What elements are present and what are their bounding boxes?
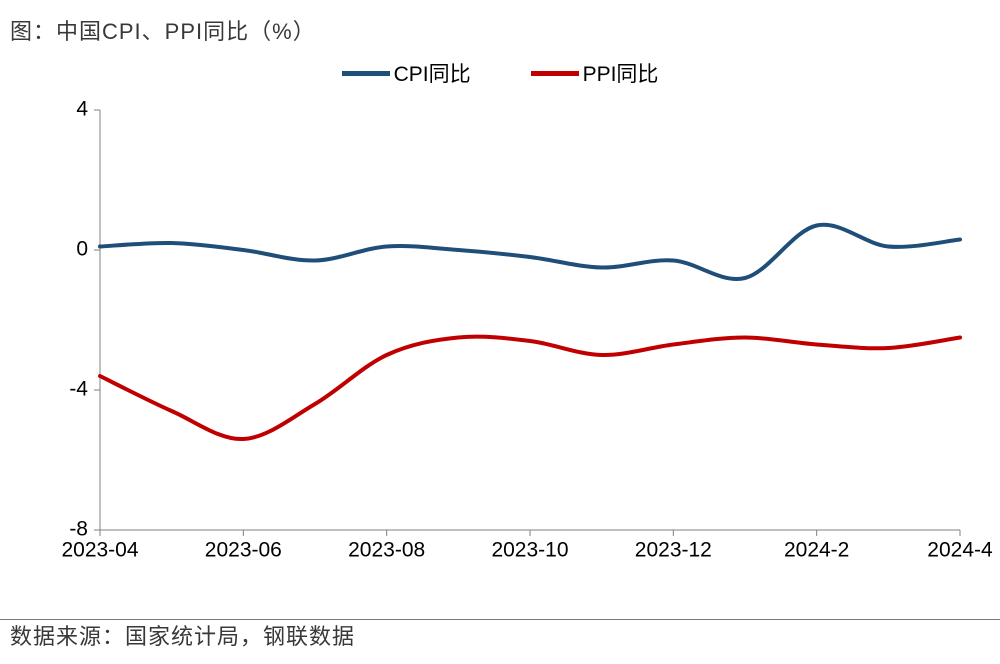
- svg-text:2024-2: 2024-2: [784, 538, 849, 561]
- chart-title: 图：中国CPI、PPI同比（%）: [10, 14, 316, 46]
- svg-text:2023-12: 2023-12: [635, 538, 712, 561]
- x-axis: 2023-04 2023-06 2023-08 2023-10 2023-12 2024-…: [61, 530, 993, 561]
- svg-text:2023-08: 2023-08: [348, 538, 425, 561]
- legend-swatch-cpi: [342, 71, 390, 76]
- legend-label-cpi: CPI同比: [394, 58, 471, 88]
- line-ppi: [100, 337, 960, 439]
- legend-label-ppi: PPI同比: [583, 58, 659, 88]
- svg-text:2023-10: 2023-10: [491, 538, 568, 561]
- series-group: [100, 225, 960, 439]
- svg-text:4: 4: [76, 98, 88, 121]
- svg-text:2023-04: 2023-04: [61, 538, 138, 561]
- chart-svg: 40-4-8 2023-042023-062023-082023-102023-…: [100, 90, 970, 570]
- line-cpi: [100, 225, 960, 279]
- source-text: 数据来源：国家统计局，钢联数据: [10, 619, 355, 651]
- legend-swatch-ppi: [531, 71, 579, 76]
- legend-item-ppi: PPI同比: [531, 58, 659, 88]
- legend: CPI同比 PPI同比: [0, 58, 1000, 88]
- svg-text:-4: -4: [69, 378, 88, 401]
- plot-area: 40-4-8 2023-042023-062023-082023-102023-…: [100, 90, 970, 570]
- svg-text:2023-06: 2023-06: [205, 538, 282, 561]
- legend-item-cpi: CPI同比: [342, 58, 471, 88]
- y-axis: 4 0 -4 -8: [69, 98, 100, 541]
- svg-text:0: 0: [76, 238, 88, 261]
- svg-text:2024-4: 2024-4: [927, 538, 993, 561]
- svg-text:-8: -8: [69, 518, 88, 541]
